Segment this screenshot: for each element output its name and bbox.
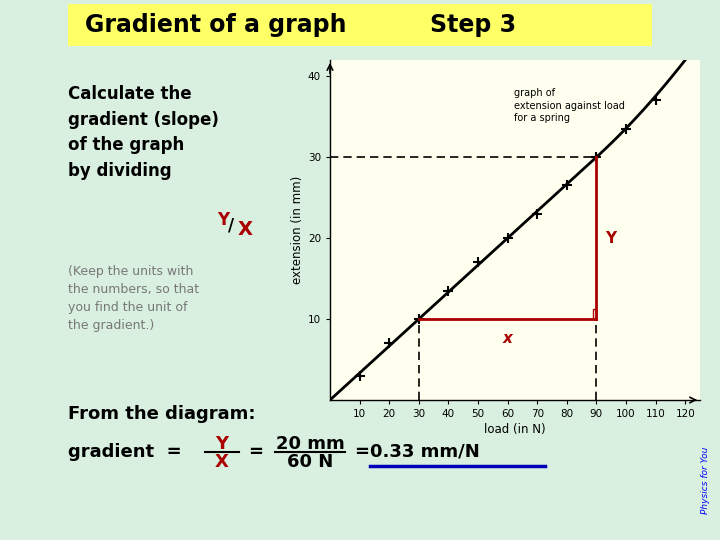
Text: Calculate the
gradient (slope)
of the graph
by dividing: Calculate the gradient (slope) of the gr…	[68, 85, 219, 180]
Y-axis label: extension (in mm): extension (in mm)	[291, 176, 304, 284]
Text: Y: Y	[606, 231, 616, 246]
Text: =: =	[248, 443, 263, 461]
Text: graph of
extension against load
for a spring: graph of extension against load for a sp…	[513, 89, 624, 123]
Text: Step 3: Step 3	[430, 13, 516, 37]
X-axis label: load (in N): load (in N)	[484, 423, 546, 436]
Text: X: X	[238, 220, 253, 239]
Text: From the diagram:: From the diagram:	[68, 405, 256, 423]
Text: 20 mm: 20 mm	[276, 435, 344, 453]
Text: =: =	[354, 443, 369, 461]
Text: x: x	[503, 331, 513, 346]
Text: 0.33 mm/N: 0.33 mm/N	[370, 443, 480, 461]
Text: 60 N: 60 N	[287, 453, 333, 471]
Text: (Keep the units with
the numbers, so that
you find the unit of
the gradient.): (Keep the units with the numbers, so tha…	[68, 265, 199, 332]
Text: X: X	[215, 453, 229, 471]
Text: Y: Y	[215, 435, 228, 453]
Text: Physics for You: Physics for You	[701, 447, 710, 514]
Bar	[68, 4, 652, 46]
Bar	[593, 309, 596, 319]
Text: Y: Y	[217, 211, 229, 229]
Text: gradient  =: gradient =	[68, 443, 181, 461]
Text: Gradient of a graph: Gradient of a graph	[85, 13, 346, 37]
Text: /: /	[228, 216, 234, 234]
